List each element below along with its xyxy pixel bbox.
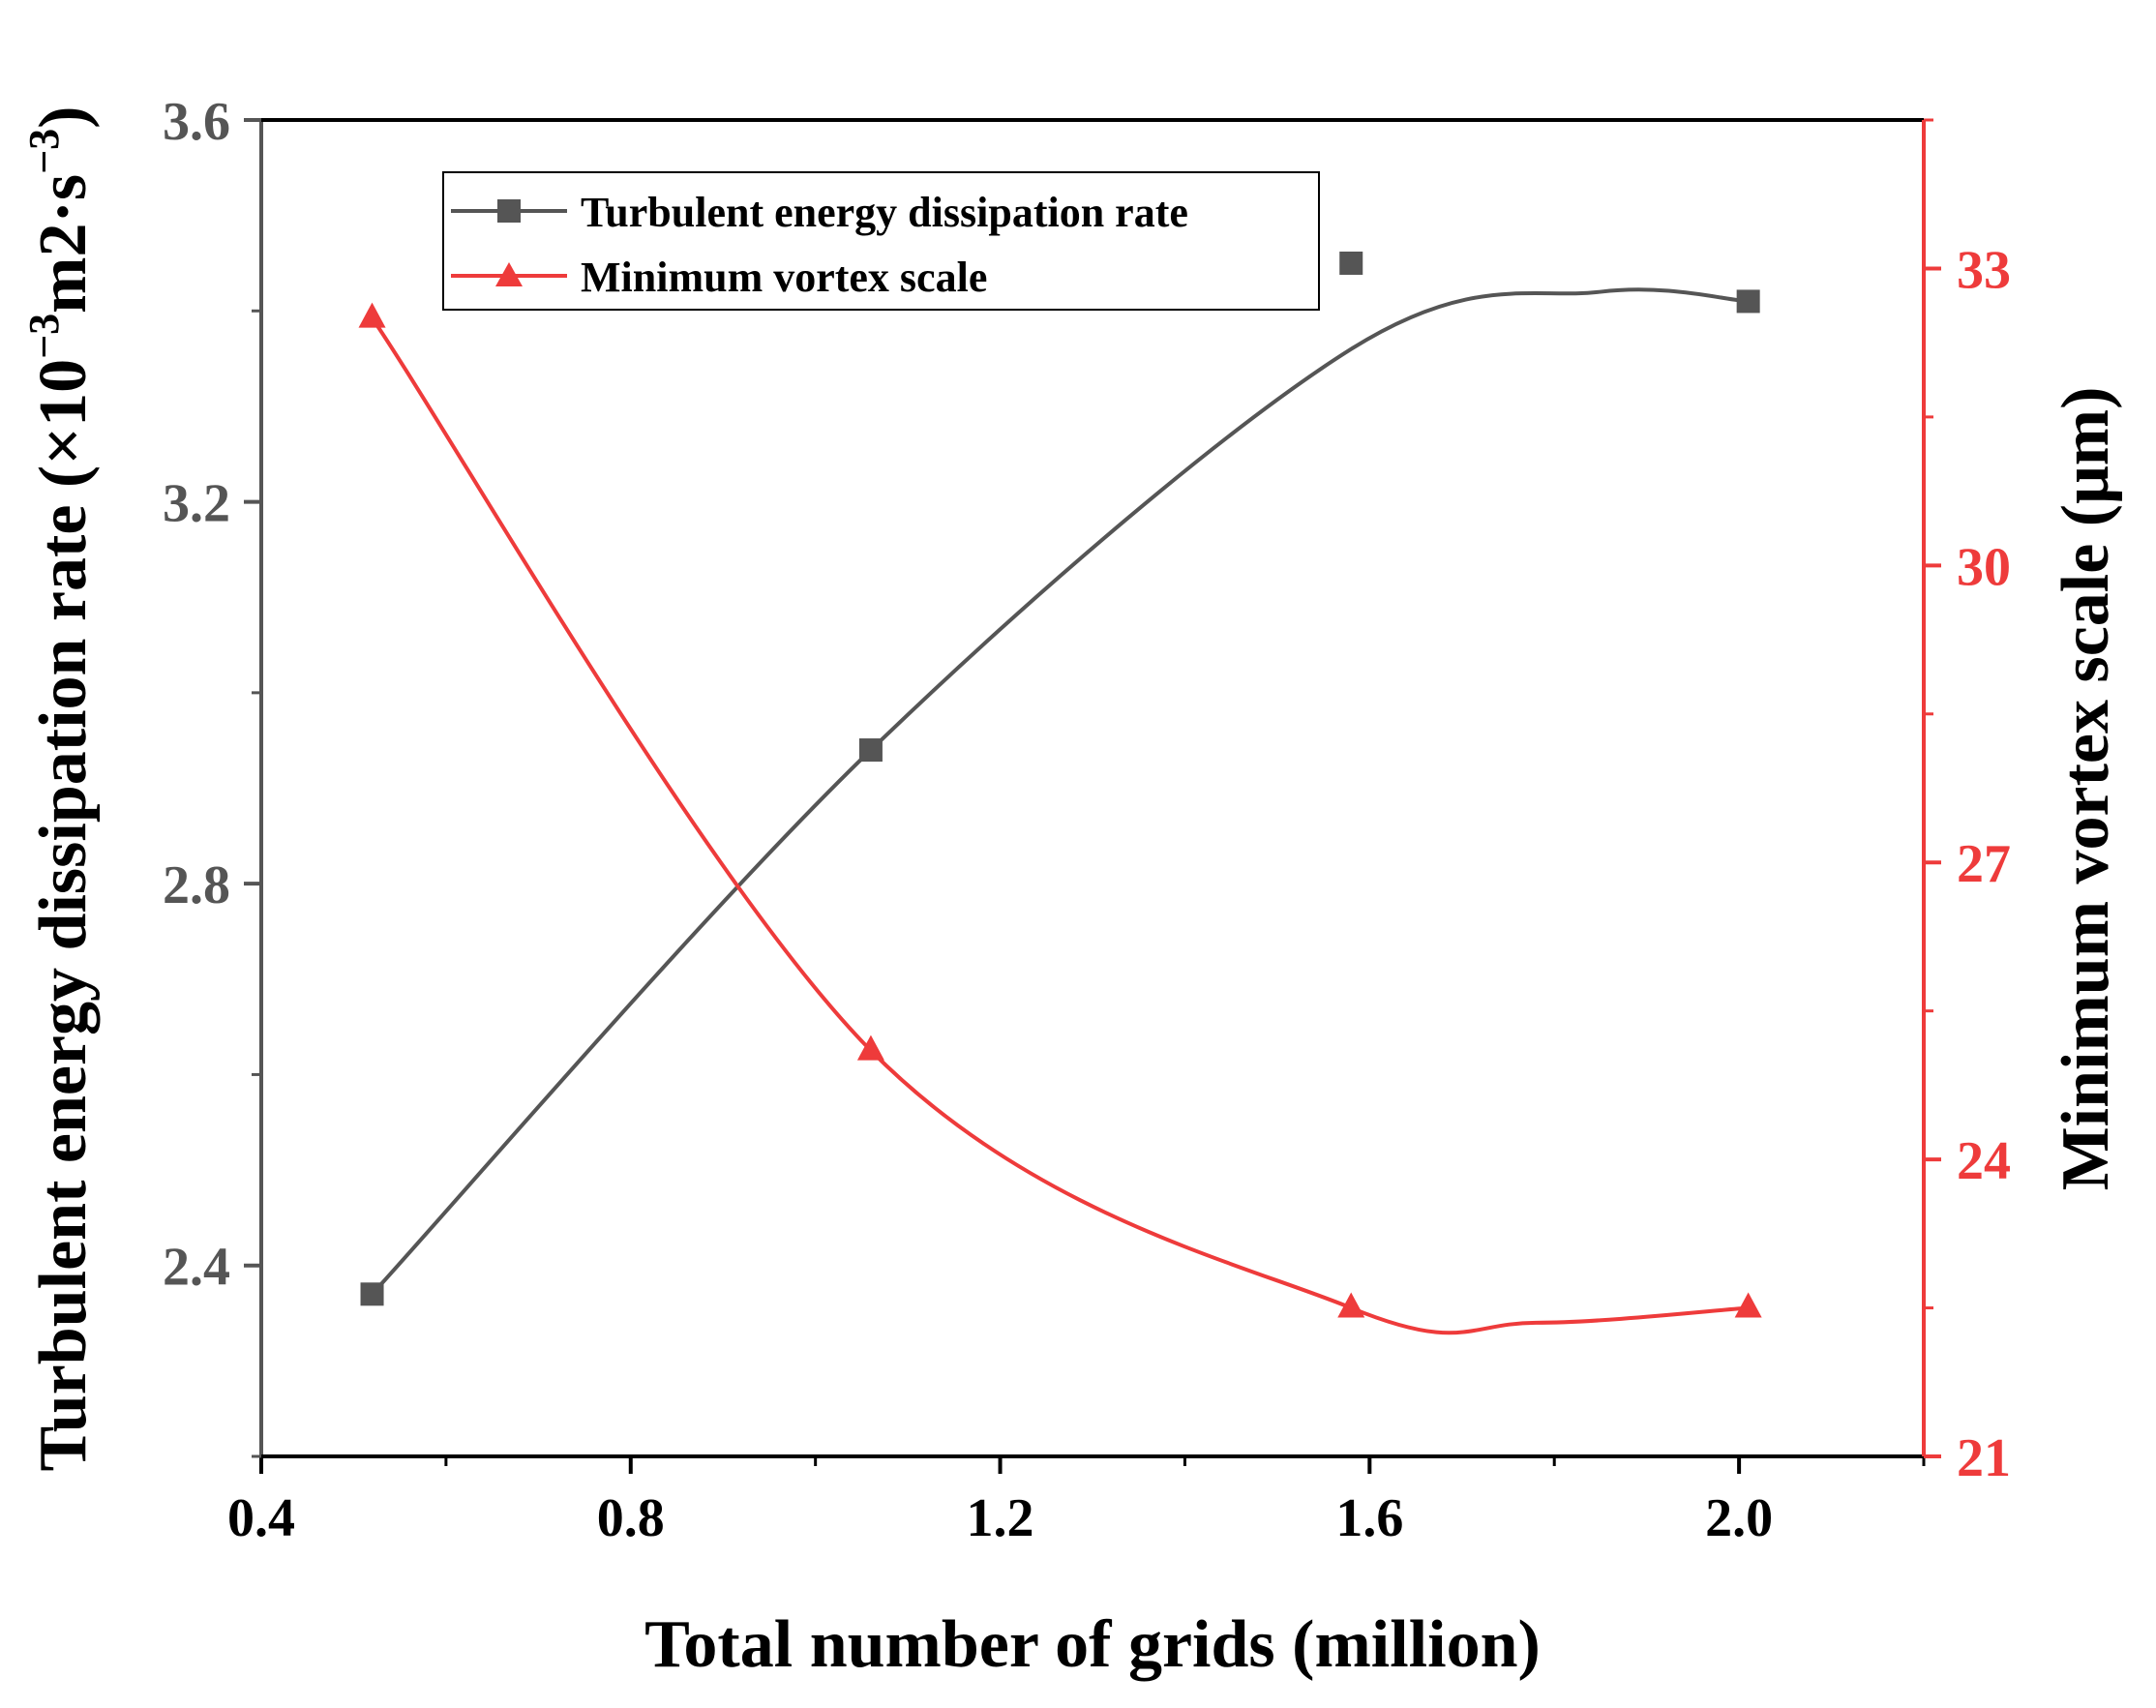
x-tick-label: 0.8 [597,1488,665,1548]
left-tick-label: 2.4 [163,1238,230,1298]
x-tick-label: 2.0 [1705,1488,1773,1548]
left-axis-title-mid: m2·s [26,174,101,314]
series-0-point [858,738,883,763]
left-axis-title: Turbulent energy dissipation rate (×10−3… [20,106,101,1472]
right-tick-label: 27 [1957,834,2011,894]
left-axis-title-exp1: −3 [20,314,68,359]
x-tick-label: 1.2 [967,1488,1034,1548]
right-tick-label: 21 [1957,1428,2011,1488]
left-axis-title-suffix: ) [26,106,101,129]
right-tick-label: 30 [1957,537,2011,597]
left-tick-label: 3.2 [163,474,230,534]
legend-label-dissipation: Turbulent energy dissipation rate [581,189,1188,236]
series-1-point [358,302,386,328]
series-0-point [1339,251,1363,275]
left-axis-title-prefix: Turbulent energy dissipation rate (×10 [26,359,101,1472]
series-1-point [1734,1292,1762,1318]
series-1-point [1337,1292,1365,1318]
series-layer [358,251,1762,1335]
right-tick-label: 33 [1957,240,2011,300]
x-tick-label: 1.6 [1335,1488,1403,1548]
left-tick-label: 3.6 [163,92,230,152]
legend-label-vortex: Minimum vortex scale [581,254,987,301]
legend-marker-triangle [495,262,523,286]
left-axis-title-exp2: −3 [20,129,68,174]
x-tick-label: 0.4 [227,1488,295,1548]
series-line-1 [370,316,1749,1335]
series-1-point [856,1034,884,1061]
left-axis-ticks: 2.4 2.8 3.2 3.6 [163,92,261,1458]
legend-marker-square [497,199,521,223]
series-0-point [1736,289,1760,314]
left-tick-label: 2.8 [163,855,230,915]
right-axis-ticks: 21 24 27 30 33 [1924,118,2011,1488]
legend: Turbulent energy dissipation rate Minimu… [442,171,1320,311]
series-line-0 [371,287,1749,1296]
right-axis-title: Minimum vortex scale (μm) [2049,387,2123,1191]
legend-box [442,171,1320,311]
x-axis-ticks: 0.4 0.8 1.2 1.6 2.0 [227,1456,1926,1548]
x-axis-title: Total number of grids (million) [644,1607,1541,1682]
right-tick-label: 24 [1957,1131,2011,1191]
series-0-point [360,1282,384,1306]
